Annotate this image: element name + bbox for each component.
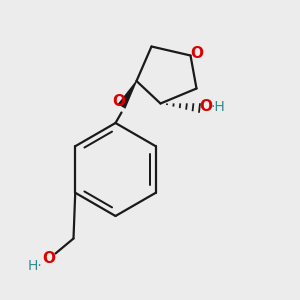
Text: ·H: ·H <box>211 100 226 114</box>
Text: O: O <box>199 99 212 114</box>
Text: O: O <box>190 46 204 62</box>
Text: O: O <box>42 251 56 266</box>
Text: H·: H· <box>27 259 42 272</box>
Text: O: O <box>112 94 125 109</box>
Polygon shape <box>118 81 137 109</box>
